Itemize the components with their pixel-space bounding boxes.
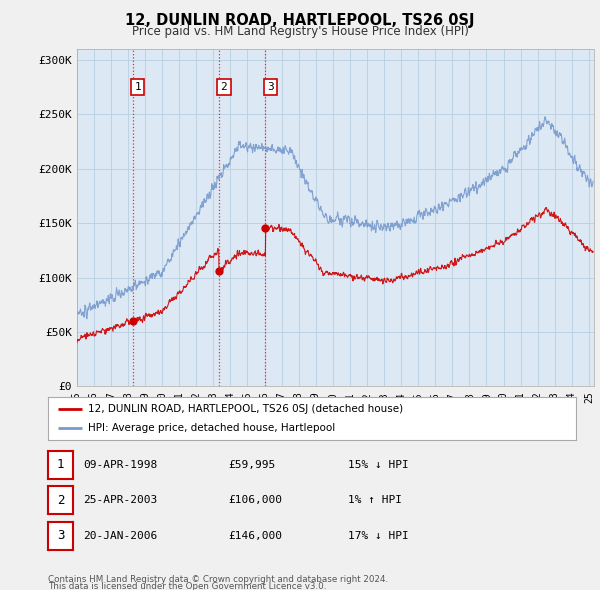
Text: 15% ↓ HPI: 15% ↓ HPI	[348, 460, 409, 470]
Text: 2: 2	[57, 494, 64, 507]
Text: 12, DUNLIN ROAD, HARTLEPOOL, TS26 0SJ (detached house): 12, DUNLIN ROAD, HARTLEPOOL, TS26 0SJ (d…	[88, 404, 403, 414]
Text: 20-JAN-2006: 20-JAN-2006	[83, 531, 157, 540]
Text: Contains HM Land Registry data © Crown copyright and database right 2024.: Contains HM Land Registry data © Crown c…	[48, 575, 388, 584]
Text: 3: 3	[267, 82, 274, 92]
Text: 1: 1	[57, 458, 64, 471]
Text: This data is licensed under the Open Government Licence v3.0.: This data is licensed under the Open Gov…	[48, 582, 326, 590]
Text: 17% ↓ HPI: 17% ↓ HPI	[348, 531, 409, 540]
Text: Price paid vs. HM Land Registry's House Price Index (HPI): Price paid vs. HM Land Registry's House …	[131, 25, 469, 38]
Text: 1: 1	[134, 82, 141, 92]
Text: HPI: Average price, detached house, Hartlepool: HPI: Average price, detached house, Hart…	[88, 423, 335, 433]
Text: 12, DUNLIN ROAD, HARTLEPOOL, TS26 0SJ: 12, DUNLIN ROAD, HARTLEPOOL, TS26 0SJ	[125, 13, 475, 28]
Text: 3: 3	[57, 529, 64, 542]
Text: 2: 2	[221, 82, 227, 92]
Text: £106,000: £106,000	[228, 496, 282, 505]
Text: 25-APR-2003: 25-APR-2003	[83, 496, 157, 505]
Text: £59,995: £59,995	[228, 460, 275, 470]
Text: 1% ↑ HPI: 1% ↑ HPI	[348, 496, 402, 505]
Text: 09-APR-1998: 09-APR-1998	[83, 460, 157, 470]
Text: £146,000: £146,000	[228, 531, 282, 540]
